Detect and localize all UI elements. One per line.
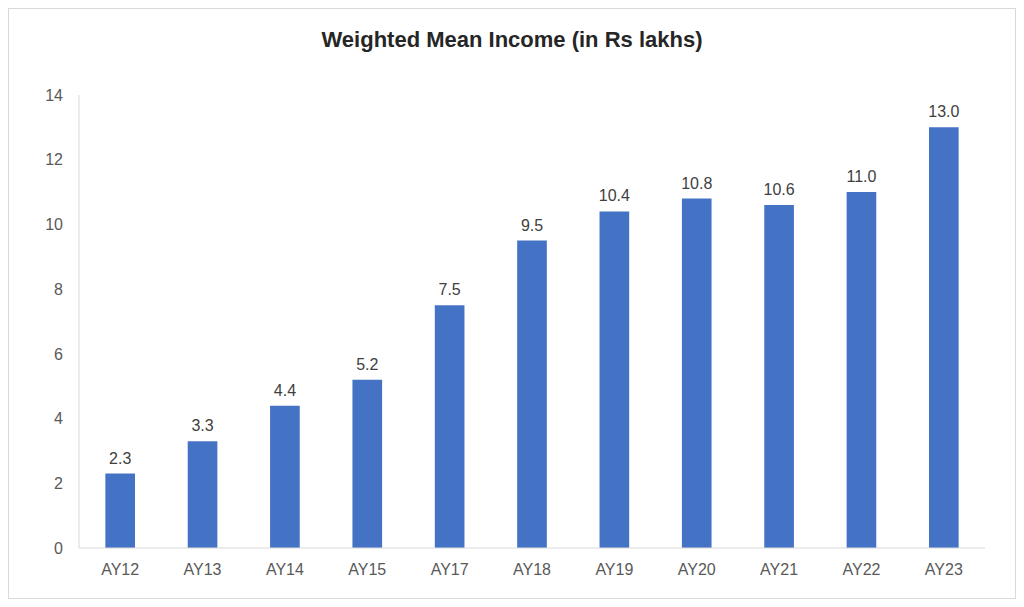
svg-text:7.5: 7.5 [439, 281, 461, 298]
svg-text:AY23: AY23 [925, 561, 963, 578]
svg-text:AY18: AY18 [513, 561, 551, 578]
svg-text:6: 6 [54, 346, 63, 363]
svg-text:14: 14 [45, 87, 63, 104]
svg-text:11.0: 11.0 [846, 168, 876, 185]
svg-text:10.4: 10.4 [599, 187, 630, 204]
svg-text:10.8: 10.8 [681, 175, 712, 192]
svg-text:AY22: AY22 [842, 561, 880, 578]
svg-text:5.2: 5.2 [356, 356, 378, 373]
svg-text:AY19: AY19 [595, 561, 633, 578]
svg-text:AY20: AY20 [678, 561, 716, 578]
svg-text:4.4: 4.4 [274, 382, 296, 399]
svg-text:13.0: 13.0 [928, 103, 959, 120]
svg-text:4: 4 [54, 410, 63, 427]
svg-text:2: 2 [54, 475, 63, 492]
svg-text:10.6: 10.6 [764, 181, 795, 198]
svg-text:AY17: AY17 [431, 561, 469, 578]
svg-text:9.5: 9.5 [521, 217, 543, 234]
html-text:Weighted Mean Income (in Rs la: Weighted Mean Income (in Rs lakhs) [321, 27, 703, 52]
svg-text:AY13: AY13 [184, 561, 222, 578]
svg-text:0: 0 [54, 540, 63, 557]
svg-text:8: 8 [54, 281, 63, 298]
svg-text:12: 12 [45, 151, 63, 168]
svg-text:AY21: AY21 [760, 561, 798, 578]
svg-text:3.3: 3.3 [191, 417, 213, 434]
svg-text:10: 10 [45, 216, 63, 233]
svg-text:2.3: 2.3 [109, 450, 131, 467]
svg-text:AY15: AY15 [348, 561, 386, 578]
svg-text:AY12: AY12 [101, 561, 139, 578]
svg-text:AY14: AY14 [266, 561, 304, 578]
